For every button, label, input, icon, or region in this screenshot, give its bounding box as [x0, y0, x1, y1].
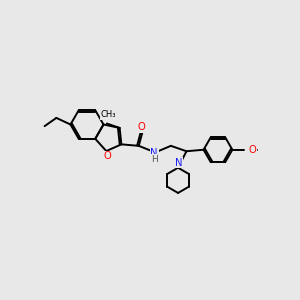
Text: N: N	[175, 158, 182, 168]
Text: O: O	[248, 145, 256, 155]
Text: N: N	[150, 148, 158, 158]
Text: CH₃: CH₃	[100, 110, 116, 119]
Text: O: O	[103, 152, 111, 161]
Text: H: H	[151, 154, 158, 164]
Text: O: O	[137, 122, 145, 132]
